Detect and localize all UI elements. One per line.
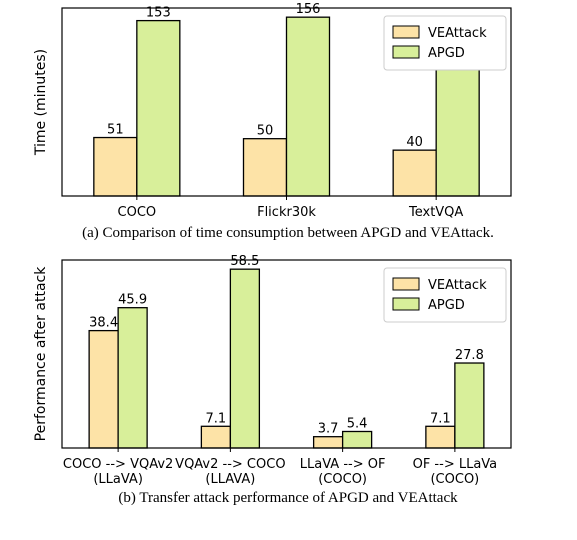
legend: VEAttack APGD (383, 15, 507, 71)
x-tick-label: (LLAVA) (205, 472, 255, 487)
legend-box (383, 267, 507, 323)
legend-swatch-apgd (392, 45, 420, 59)
data-label: 7.1 (206, 411, 227, 426)
legend-label: APGD (428, 46, 465, 61)
bar-apgd-0 (136, 19, 181, 197)
y-axis-label: Performance after attack (33, 266, 49, 442)
x-tick-label: (COCO) (430, 472, 479, 487)
data-label: 50 (257, 124, 274, 139)
plot-frame (61, 7, 512, 197)
bar-apgd-0 (117, 307, 148, 449)
bar-apgd-1 (285, 16, 331, 197)
data-label: 5.4 (347, 416, 368, 431)
plot-frame (61, 259, 512, 449)
x-tick-label: TextVQA (408, 205, 463, 220)
x-tick-label: COCO (118, 205, 157, 220)
bar-veattack-1 (242, 138, 288, 197)
x-tick-label: COCO --> VQAv2 (63, 457, 173, 472)
legend-label: VEAttack (428, 278, 487, 293)
bar-apgd-2 (341, 430, 373, 449)
data-label: 153 (146, 6, 171, 21)
legend-swatch-veattack (392, 277, 420, 291)
bar-veattack-2 (312, 436, 344, 449)
data-label: 45.9 (118, 293, 147, 308)
data-label: 58.5 (230, 254, 259, 269)
bar-veattack-1 (200, 425, 232, 449)
x-tick-label: (COCO) (318, 472, 367, 487)
x-tick-label: OF --> LLaVa (413, 457, 498, 472)
data-label: 7.1 (430, 411, 451, 426)
caption-b: (b) Transfer attack performance of APGD … (118, 490, 458, 506)
x-tick-label: LLaVA --> OF (300, 457, 386, 472)
x-tick-label: (LLaVA) (93, 472, 143, 487)
chart-a: 51153COCO50156Flickr30k40136TextVQATime … (33, 2, 512, 220)
bar-veattack-3 (425, 425, 456, 449)
legend: VEAttack APGD (383, 267, 507, 323)
caption-a: (a) Comparison of time consumption betwe… (82, 225, 494, 241)
chart-b: 38.445.9 COCO --> VQAv2(LLaVA) 7.1 58.5 VQAv… (33, 254, 512, 487)
bar-apgd-3 (454, 362, 485, 449)
y-axis-label: Time (minutes) (33, 49, 49, 156)
data-label: 38.4 (89, 316, 118, 331)
bar-apgd-1 (229, 268, 261, 449)
legend-swatch-apgd (392, 297, 420, 311)
bar-veattack-2 (392, 149, 437, 197)
data-label: 40 (406, 135, 423, 150)
legend-label: VEAttack (428, 26, 487, 41)
x-tick-label: Flickr30k (257, 205, 316, 220)
data-label: 51 (107, 123, 124, 138)
legend-swatch-veattack (392, 25, 420, 39)
bar-veattack-0 (93, 136, 138, 197)
data-label: 156 (296, 2, 321, 17)
legend-label: APGD (428, 298, 465, 313)
legend-box (383, 15, 507, 71)
data-label: 3.7 (318, 422, 339, 437)
x-tick-label: VQAv2 --> COCO (175, 457, 285, 472)
data-label: 27.8 (455, 348, 484, 363)
bar-veattack-0 (88, 329, 119, 449)
